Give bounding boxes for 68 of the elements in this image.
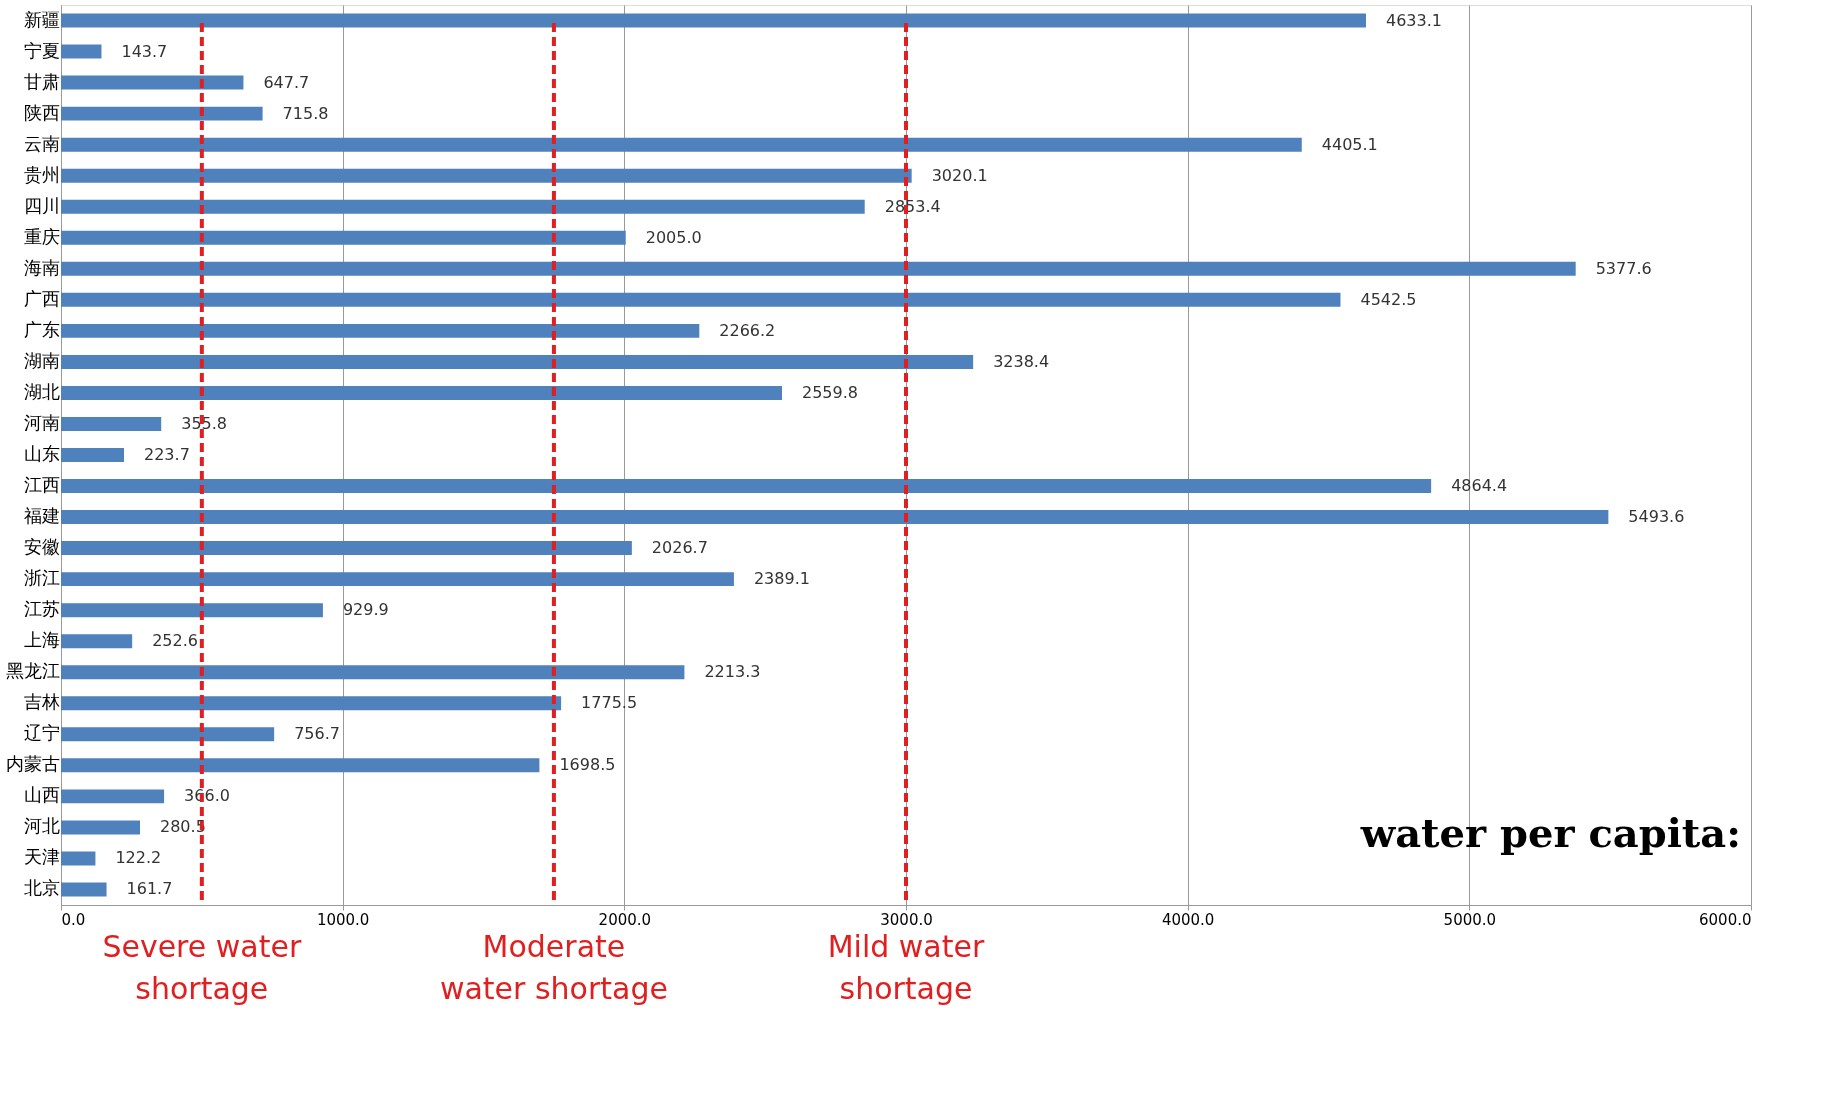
data-label: 2853.4 bbox=[884, 196, 941, 216]
y-tick-label: 浙江 bbox=[23, 567, 60, 589]
ref-line-label: Moderate water shortage bbox=[439, 929, 668, 1006]
data-label: 4633.1 bbox=[1385, 10, 1442, 30]
y-tick-label: 江苏 bbox=[23, 598, 60, 620]
y-tick-label: 河南 bbox=[23, 411, 60, 433]
y-tick-label: 甘肃 bbox=[23, 70, 60, 92]
x-tick-label: 4000.0 bbox=[1161, 910, 1215, 929]
annotation: water per capita: bbox=[1359, 809, 1741, 856]
data-label: 3238.4 bbox=[993, 351, 1050, 371]
data-label: 4864.4 bbox=[1451, 476, 1508, 496]
ref-line-label: Severe water shortage bbox=[102, 929, 302, 1006]
data-label: 2026.7 bbox=[651, 538, 708, 558]
y-tick-label: 福建 bbox=[23, 505, 60, 527]
y-tick-label: 吉林 bbox=[23, 691, 60, 713]
ref-line-label: Mild water shortage bbox=[827, 929, 985, 1006]
data-label: 280.5 bbox=[160, 817, 206, 837]
data-label: 5493.6 bbox=[1628, 507, 1685, 527]
data-label: 715.8 bbox=[282, 103, 329, 123]
data-label: 2213.3 bbox=[704, 662, 761, 682]
y-tick-label: 内蒙古 bbox=[5, 753, 60, 775]
y-tick-label: 宁夏 bbox=[23, 39, 60, 61]
y-tick-label: 陕西 bbox=[23, 101, 60, 123]
x-tick-label: 1000.0 bbox=[316, 910, 370, 929]
x-tick-label: 2000.0 bbox=[598, 910, 652, 929]
data-label: 223.7 bbox=[144, 445, 190, 464]
x-tick-label: 6000.0 bbox=[1699, 910, 1752, 929]
data-label: 3020.1 bbox=[931, 165, 988, 185]
data-label: 4405.1 bbox=[1321, 134, 1378, 154]
x-tick-label: 5000.0 bbox=[1443, 910, 1497, 929]
data-label: 647.7 bbox=[263, 72, 310, 92]
y-tick-label: 新疆 bbox=[23, 8, 60, 30]
x-tick-label: 3000.0 bbox=[880, 910, 933, 929]
y-tick-label: 北京 bbox=[23, 877, 60, 899]
data-label: 355.8 bbox=[181, 413, 228, 433]
y-tick-label: 海南 bbox=[23, 256, 60, 278]
y-tick-label: 重庆 bbox=[23, 225, 60, 247]
data-label: 252.6 bbox=[152, 631, 198, 651]
y-tick-label: 山西 bbox=[23, 784, 60, 806]
data-label: 2559.8 bbox=[802, 382, 858, 402]
y-tick-label: 辽宁 bbox=[23, 722, 60, 744]
data-label: 1698.5 bbox=[559, 755, 616, 775]
y-tick-label: 河北 bbox=[23, 815, 60, 837]
x-tick-label: 0.0 bbox=[61, 910, 86, 929]
data-label: 5377.6 bbox=[1595, 258, 1652, 278]
y-tick-label: 贵州 bbox=[23, 163, 60, 185]
data-label: 2389.1 bbox=[753, 569, 810, 589]
y-tick-label: 广西 bbox=[23, 287, 60, 309]
data-label: 4542.5 bbox=[1360, 289, 1417, 309]
data-label: 122.2 bbox=[115, 848, 162, 868]
data-label: 161.7 bbox=[126, 879, 173, 899]
y-tick-label: 黑龙江 bbox=[5, 660, 60, 682]
y-tick-label: 江西 bbox=[23, 474, 60, 496]
data-label: 2266.2 bbox=[719, 320, 776, 340]
y-tick-label: 山东 bbox=[23, 443, 60, 464]
y-tick-label: 广东 bbox=[23, 318, 60, 340]
data-label: 756.7 bbox=[294, 724, 340, 744]
data-label: 1775.5 bbox=[581, 693, 638, 713]
data-label: 929.9 bbox=[342, 600, 389, 620]
y-tick-label: 湖北 bbox=[23, 380, 60, 402]
data-label: 143.7 bbox=[121, 41, 168, 61]
y-tick-label: 上海 bbox=[23, 629, 60, 651]
data-label: 2005.0 bbox=[645, 227, 702, 247]
y-tick-label: 四川 bbox=[23, 194, 60, 216]
y-tick-label: 云南 bbox=[23, 132, 60, 154]
y-tick-label: 安徽 bbox=[23, 536, 60, 558]
y-tick-label: 湖南 bbox=[23, 349, 60, 371]
y-tick-label: 天津 bbox=[23, 846, 60, 868]
